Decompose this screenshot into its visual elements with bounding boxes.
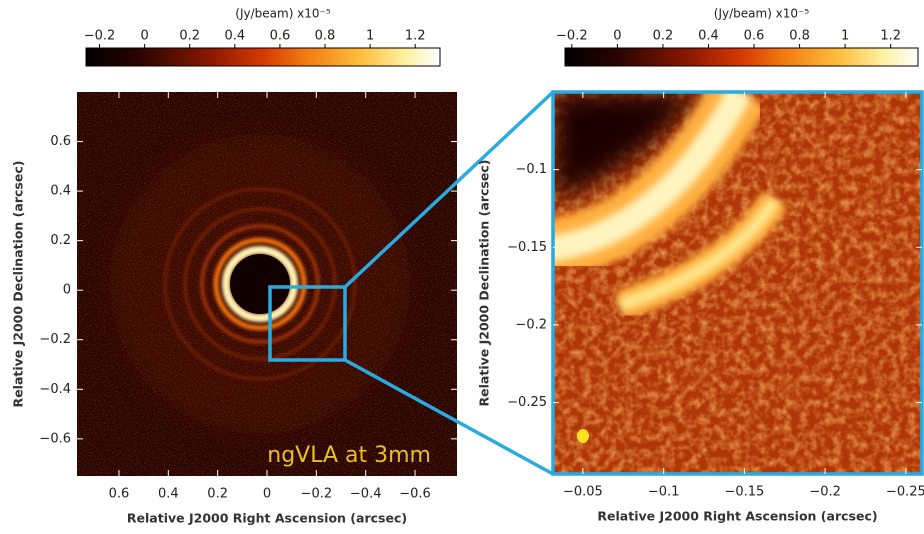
y-tick-label: −0.6 (39, 431, 71, 446)
x-tick-label: −0.6 (399, 487, 431, 502)
colorbar-label: (Jy/beam) x10⁻⁵ (235, 7, 331, 21)
colorbar-tick-label: 0.6 (744, 29, 765, 44)
x-tick-label: −0.1 (648, 485, 680, 500)
y-axis-label: Relative J2000 Declination (arcsec) (11, 161, 26, 408)
colorbar-tick-label: 0.8 (789, 29, 810, 44)
right-image (553, 92, 922, 474)
colorbar-tick-label: 0.6 (270, 29, 291, 44)
x-tick-label: −0.4 (350, 487, 382, 502)
colorbar-tick-label: 0.4 (224, 29, 245, 44)
colorbar-tick-label: −0.2 (84, 29, 116, 44)
colorbar (85, 47, 441, 67)
y-tick-label: −0.2 (39, 332, 71, 347)
x-axis-label: Relative J2000 Right Ascension (arcsec) (127, 511, 407, 526)
x-tick-label: −0.2 (809, 485, 841, 500)
colorbar-tick-label: 0.2 (179, 29, 200, 44)
colorbar-tick-label: 1.2 (405, 29, 426, 44)
y-tick-label: −0.2 (515, 317, 547, 332)
colorbar-tick-label: 0 (140, 29, 148, 44)
x-tick-label: −0.25 (886, 485, 924, 500)
colorbar-label: (Jy/beam) x10⁻⁵ (714, 7, 810, 21)
zoom-box (268, 90, 555, 476)
y-tick-label: 0.2 (50, 233, 71, 248)
x-tick-label: −0.05 (563, 485, 603, 500)
y-tick-label: 0.6 (50, 134, 71, 149)
y-tick-label: 0 (63, 283, 71, 298)
colorbar (564, 47, 919, 67)
x-tick-label: 0.6 (109, 487, 130, 502)
y-tick-label: −0.4 (39, 382, 71, 397)
colorbar-tick-label: 1.2 (880, 29, 901, 44)
y-axis-label: Relative J2000 Declination (arcsec) (477, 160, 492, 407)
colorbar-tick-label: 0.4 (698, 29, 719, 44)
x-tick-label: 0.4 (158, 487, 179, 502)
colorbar-tick-label: 1 (841, 29, 849, 44)
colorbar-tick-label: 0 (613, 29, 621, 44)
colorbar-tick-label: 1 (366, 29, 374, 44)
x-tick-label: 0 (263, 487, 271, 502)
y-tick-label: −0.25 (507, 395, 547, 410)
colorbar-tick-label: 0.2 (653, 29, 674, 44)
x-tick-label: 0.2 (207, 487, 228, 502)
y-tick-label: 0.4 (50, 184, 71, 199)
y-tick-label: −0.1 (515, 162, 547, 177)
left-image: ngVLA at 3mm (77, 92, 457, 476)
zoom-frame (551, 90, 924, 476)
x-axis-label: Relative J2000 Right Ascension (arcsec) (597, 509, 877, 524)
x-tick-label: −0.2 (301, 487, 333, 502)
colorbar-tick-label: −0.2 (556, 29, 588, 44)
colorbar-tick-label: 0.8 (315, 29, 336, 44)
x-tick-label: −0.15 (724, 485, 764, 500)
annotation: ngVLA at 3mm (267, 443, 431, 468)
y-tick-label: −0.15 (507, 240, 547, 255)
